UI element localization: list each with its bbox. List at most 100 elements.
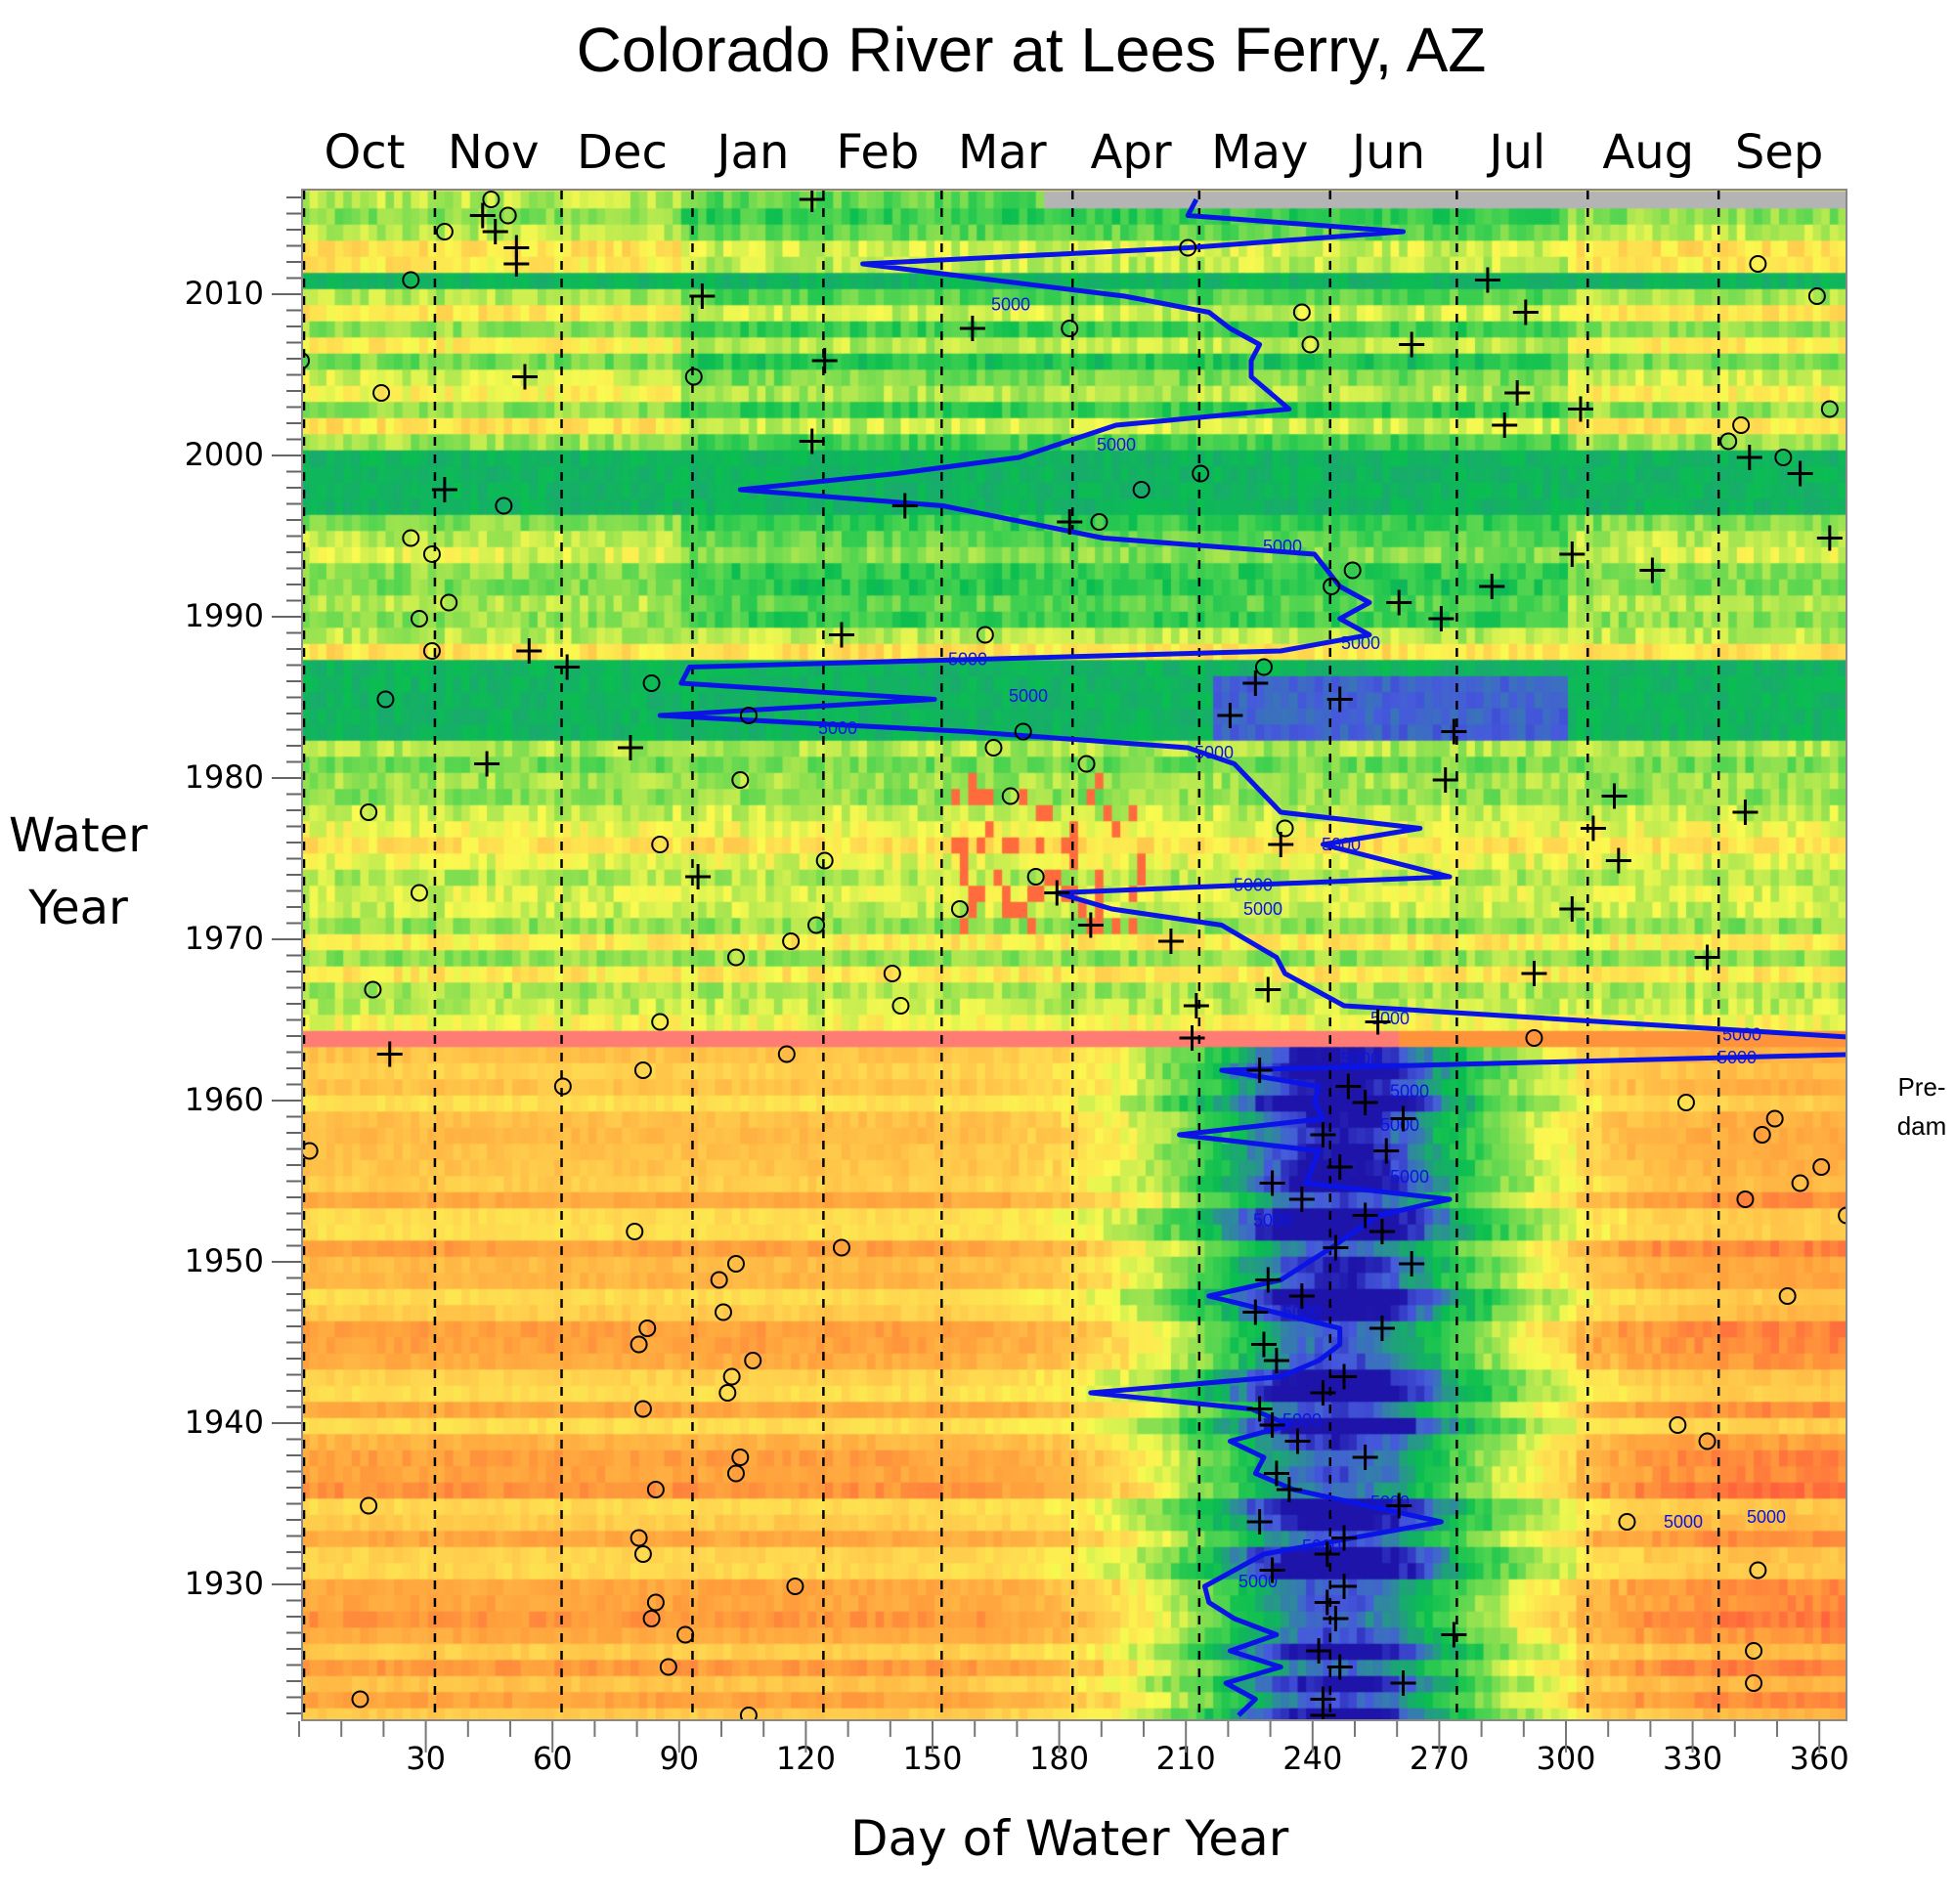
min-marker-circle	[1090, 513, 1108, 531]
peak-marker-plus	[1399, 331, 1425, 358]
min-marker-circle	[815, 851, 834, 870]
plot-overlay: 5000 5000 5000 5000 5000 5000 5000 5000 5000 5000…	[303, 191, 1846, 1719]
peak-marker-plus	[1601, 783, 1628, 809]
min-marker-circle	[1749, 255, 1767, 273]
min-marker-circle	[1791, 1174, 1809, 1192]
min-marker-circle	[633, 1400, 652, 1418]
min-marker-circle	[684, 368, 703, 386]
month-label-may: May	[1211, 125, 1309, 180]
peak-marker-plus	[1386, 1493, 1412, 1519]
peak-marker-plus	[1352, 1445, 1378, 1470]
peak-marker-plus	[482, 219, 508, 244]
peak-marker-plus	[1157, 929, 1184, 954]
min-marker-circle	[1698, 1432, 1716, 1450]
contour-label: 5000	[991, 294, 1030, 314]
min-marker-circle	[642, 674, 661, 692]
min-marker-circle	[984, 739, 1003, 757]
contour-label: 5000	[818, 718, 857, 738]
peak-marker-plus	[1326, 1654, 1353, 1680]
min-marker-circle	[1807, 287, 1826, 305]
peak-marker-plus	[617, 735, 643, 760]
peak-marker-plus	[1732, 800, 1759, 825]
min-marker-circle	[364, 980, 382, 999]
min-marker-circle	[1838, 1206, 1846, 1225]
min-marker-circle	[646, 1481, 665, 1498]
min-marker-circle	[1753, 1126, 1771, 1144]
y-tick-label-1950: 1950	[184, 1242, 264, 1279]
peak-marker-plus	[1368, 1219, 1395, 1244]
min-marker-circle	[715, 1303, 732, 1321]
peak-marker-plus	[1736, 445, 1762, 470]
peak-marker-plus	[1326, 686, 1353, 713]
peak-marker-plus	[1242, 671, 1269, 696]
min-marker-circle	[807, 916, 826, 934]
y-tick-label-2010: 2010	[184, 275, 264, 312]
peak-marker-plus	[1255, 1267, 1282, 1293]
min-marker-circle	[726, 1255, 745, 1273]
peak-marker-plus	[891, 493, 918, 519]
peak-marker-plus	[1259, 1170, 1285, 1196]
min-marker-circle	[744, 1352, 762, 1369]
peak-marker-plus	[1352, 1202, 1378, 1229]
min-marker-circle	[303, 352, 310, 369]
min-marker-circle	[1323, 578, 1341, 595]
contour-label: 5000	[1195, 743, 1234, 762]
contour-label: 5000	[1263, 537, 1302, 556]
peak-marker-plus	[1306, 1638, 1332, 1664]
min-marker-circle	[410, 610, 428, 627]
month-label-aug: Aug	[1602, 125, 1695, 180]
min-marker-circle	[642, 1610, 661, 1627]
peak-marker-plus	[1504, 380, 1531, 406]
contour-label: 5000	[1238, 1572, 1278, 1591]
min-marker-circle	[372, 384, 391, 402]
min-marker-circle	[376, 690, 395, 709]
min-marker-circle	[950, 900, 969, 918]
contour-label: 5000	[1322, 835, 1361, 854]
min-marker-circle	[1132, 481, 1151, 498]
y-axis-title-line2: Year	[28, 881, 128, 935]
month-label-jan: Jan	[717, 125, 790, 180]
min-marker-circle	[422, 545, 441, 563]
peak-marker-plus	[1284, 1428, 1311, 1454]
contour-label: 5000	[1282, 1410, 1322, 1430]
contour-label: 5000	[1370, 1009, 1410, 1028]
min-marker-circle	[626, 1223, 644, 1240]
min-marker-circle	[731, 771, 750, 789]
peak-marker-plus	[1323, 1234, 1349, 1261]
min-marker-circle	[1179, 238, 1197, 257]
peak-marker-plus	[1580, 815, 1606, 842]
min-marker-circle	[1736, 1190, 1755, 1208]
peak-marker-plus	[799, 191, 825, 212]
min-marker-circle	[630, 1529, 648, 1547]
peak-marker-plus	[1288, 1283, 1315, 1309]
peak-marker-plus	[1263, 1460, 1289, 1487]
peak-marker-plus	[689, 283, 716, 309]
y-tick-label-2000: 2000	[184, 436, 264, 473]
y-axis-title: Water Year	[0, 800, 156, 944]
min-marker-circle	[731, 1449, 750, 1466]
peak-marker-plus	[1428, 606, 1455, 631]
peak-marker-plus	[1288, 1187, 1315, 1212]
peak-marker-plus	[1373, 1138, 1400, 1164]
min-marker-circle	[1749, 1561, 1767, 1579]
min-marker-circle	[1254, 658, 1273, 676]
peak-marker-plus	[1479, 574, 1505, 599]
peak-marker-plus	[1559, 541, 1586, 567]
peak-marker-plus	[685, 864, 712, 889]
min-marker-circle	[1001, 787, 1020, 805]
min-marker-circle	[1192, 464, 1210, 483]
min-marker-circle	[435, 223, 454, 240]
month-label-jun: Jun	[1352, 125, 1426, 180]
min-marker-circle	[722, 1367, 741, 1386]
month-label-dec: Dec	[577, 125, 668, 180]
min-marker-circle	[832, 1238, 850, 1257]
contour-label: 5000	[1234, 875, 1273, 894]
y-tick-label-1960: 1960	[184, 1081, 264, 1118]
month-label-feb: Feb	[836, 125, 920, 180]
peak-marker-plus	[799, 428, 825, 454]
peak-marker-plus	[1310, 1703, 1336, 1719]
min-marker-circle	[633, 1061, 652, 1079]
peak-marker-plus	[1314, 1541, 1340, 1567]
min-marker-circle	[410, 884, 428, 902]
peak-marker-plus	[1246, 1396, 1273, 1422]
